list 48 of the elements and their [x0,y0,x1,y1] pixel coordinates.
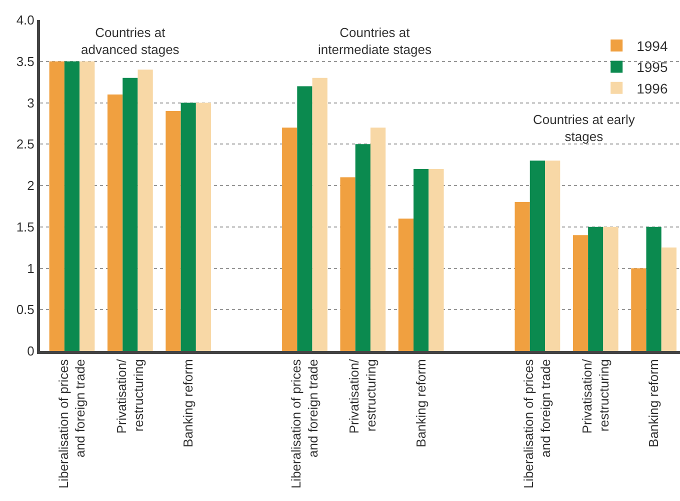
bar [661,248,677,351]
legend-label: 1996 [636,80,668,96]
x-tick-label: Banking reform [413,359,428,448]
x-tick-label: Liberalisation of prices and foreign trade [521,358,554,489]
y-tick-label: 2.5 [16,136,34,152]
bar [340,177,356,351]
bar [514,202,530,351]
bar [196,102,212,351]
bar [530,160,546,351]
legend-label: 1995 [636,59,668,76]
y-tick-label: 1.5 [16,219,34,234]
bar [646,226,662,351]
y-tick-label: 3.5 [16,54,34,69]
y-tick-label: 0 [27,344,34,359]
bar [297,86,312,351]
bar [631,268,646,351]
x-tick-label: Banking reform [646,359,662,448]
bar [428,168,444,351]
bar [107,94,123,351]
bar [282,128,298,351]
bar [588,226,604,351]
bar [603,226,618,351]
bar [370,128,386,351]
bar [80,61,95,351]
y-tick-label: 4.0 [16,12,34,28]
bar [312,78,328,351]
x-tick-label: Liberalisation of prices and foreign trade [56,358,88,489]
bar [166,111,181,351]
annotation: Countries at intermediate stages [318,25,432,57]
bar [398,218,414,351]
bar [545,160,560,351]
annotation: Countries at advanced stages [81,25,180,57]
bar [180,102,196,351]
bar [572,235,588,351]
bar [355,144,370,351]
y-tick-label: 2 [27,178,34,194]
bar [49,61,64,351]
bar [64,61,80,351]
legend-label: 1994 [636,38,668,54]
bar [122,78,138,351]
x-tick-label: Banking reform [180,359,196,448]
y-tick-label: 3 [27,95,34,110]
bar [138,70,153,351]
x-tick-label: Liberalisation of prices and foreign trade [288,358,320,489]
bar [414,168,429,351]
annotation: Countries at early stages [533,112,636,144]
y-tick-label: 1 [27,260,34,276]
y-tick-label: 0.5 [16,302,34,318]
